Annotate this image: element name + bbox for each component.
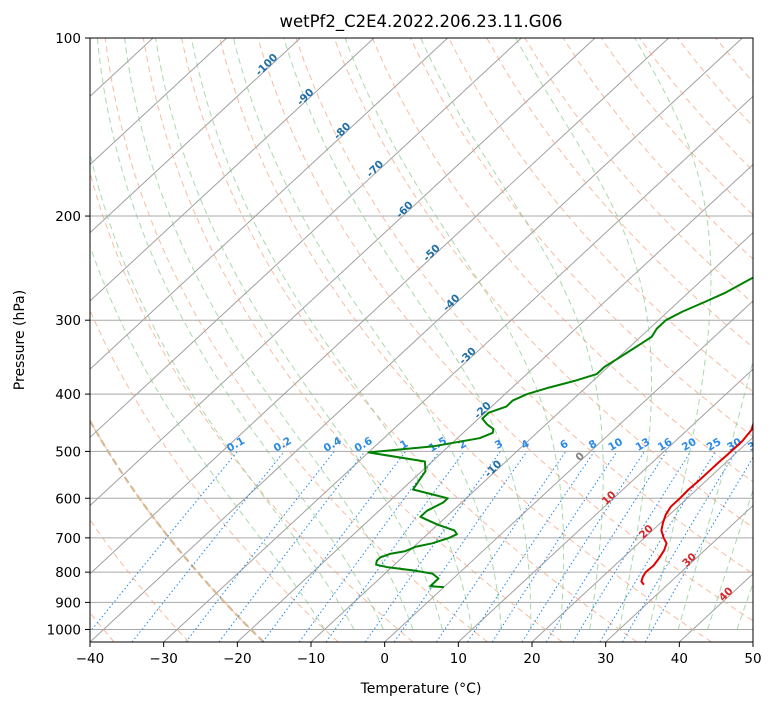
- dry-adiabat-label: -40: [441, 292, 463, 314]
- x-tick-label: −10: [297, 651, 326, 667]
- moist-adiabat-line: [51, 38, 325, 630]
- x-tick-label: 10: [450, 651, 467, 667]
- temperature-profile-line: [641, 38, 775, 585]
- mixing-ratio-line: [186, 451, 334, 642]
- y-tick-label: 700: [55, 531, 81, 547]
- isotherm-line: [679, 38, 775, 642]
- dry-adiabat-label: -30: [457, 345, 479, 367]
- x-tick-label: 40: [671, 651, 688, 667]
- dry-adiabat-label: -90: [295, 86, 317, 108]
- moist-adiabat-line: [678, 38, 775, 630]
- y-tick-label: 900: [55, 595, 81, 611]
- y-tick-label: 100: [55, 31, 81, 47]
- mixing-ratio-line: [522, 451, 644, 642]
- y-tick-label: 500: [55, 444, 81, 460]
- dry-adiabat-line: [410, 38, 775, 642]
- mixing-ratio-line: [436, 451, 565, 642]
- dry-adiabat-line: [754, 38, 775, 642]
- moist-adiabat-line: [737, 38, 775, 630]
- dry-adiabat-line: [601, 38, 775, 642]
- isotherm-line: [0, 38, 521, 642]
- y-tick-label: 800: [55, 565, 81, 581]
- mixing-ratio-line: [326, 451, 464, 642]
- mixing-ratio-line: [365, 451, 500, 642]
- dry-adiabat-label: -70: [364, 158, 386, 180]
- dry-adiabat-line: [563, 38, 775, 642]
- x-tick-label: 20: [523, 651, 540, 667]
- moist-adiabat-line: [191, 38, 472, 630]
- x-tick-label: −40: [76, 651, 105, 667]
- isotherm-line: [0, 38, 6, 642]
- mixing-ratio-line: [573, 451, 691, 642]
- mixing-ratio-label: 6: [558, 438, 570, 452]
- isotherm-line: [164, 38, 775, 642]
- dry-adiabat-label: -80: [331, 120, 353, 142]
- dry-adiabat-line: [67, 38, 413, 642]
- y-axis: 100 200 300 400 500 600 700 800 900 1000: [47, 31, 90, 638]
- dry-adiabat-line: [678, 38, 775, 642]
- dewpoint-profile-line: [368, 38, 775, 587]
- chart-title: wetPf2_C2E4.2022.206.23.11.G06: [279, 12, 562, 32]
- moist-adiabat-label: 0: [573, 450, 587, 464]
- moist-adiabat-label: 20: [637, 523, 656, 542]
- isotherm-line: [0, 38, 300, 642]
- highlight-adiabat-line: [0, 38, 263, 642]
- mixing-ratio-line: [546, 451, 666, 642]
- isotherm-line: [90, 38, 742, 642]
- dry-adiabat-line: [487, 38, 775, 642]
- isotherm-line: [458, 38, 775, 642]
- dry-adiabat-line: [0, 38, 189, 642]
- moist-adiabat-line: [73, 38, 354, 630]
- mixing-ratio-line: [622, 451, 736, 642]
- mixing-ratio-line: [82, 451, 238, 642]
- y-tick-label: 200: [55, 209, 81, 225]
- moist-adiabat-line: [125, 38, 413, 630]
- mixing-ratio-line: [492, 451, 617, 642]
- dry-adiabat-line: [0, 38, 263, 642]
- dry-adiabat-line: [105, 38, 487, 642]
- isotherm-line: [753, 38, 775, 642]
- y-tick-label: 400: [55, 387, 81, 403]
- x-tick-label: 50: [744, 651, 761, 667]
- dry-adiabat-line: [372, 38, 775, 642]
- background-lines: [0, 38, 775, 642]
- mixing-ratio-line: [263, 451, 406, 642]
- y-axis-label: Pressure (hPa): [12, 290, 28, 390]
- isotherm-line: [0, 38, 448, 642]
- dry-adiabat-label: -60: [394, 199, 416, 221]
- x-tick-label: −30: [149, 651, 178, 667]
- isotherm-line: [385, 38, 775, 642]
- x-tick-label: −20: [223, 651, 252, 667]
- x-tick-label: 0: [380, 651, 389, 667]
- y-tick-label: 1000: [47, 622, 81, 638]
- moist-adiabat-line: [345, 38, 563, 630]
- isotherm-line: [0, 38, 595, 642]
- x-axis-label: Temperature (°C): [360, 681, 482, 697]
- moist-adiabat-label: 40: [717, 585, 736, 604]
- isotherm-line: [0, 38, 227, 642]
- dry-adiabat-line: [716, 38, 775, 642]
- y-tick-label: 300: [55, 313, 81, 329]
- mixing-ratio-line: [219, 451, 365, 642]
- y-tick-label: 600: [55, 491, 81, 507]
- x-axis: −40 −30 −20 −10 0 10 20 30 40 50: [76, 642, 762, 667]
- dry-adiabat-label: -50: [421, 242, 443, 264]
- x-tick-label: 30: [597, 651, 614, 667]
- profiles: [368, 38, 775, 587]
- dry-adiabat-label: -10: [482, 458, 504, 480]
- dry-adiabat-line: [29, 38, 338, 642]
- dry-adiabat-label: -100: [253, 51, 280, 78]
- isotherm-line: [311, 38, 775, 642]
